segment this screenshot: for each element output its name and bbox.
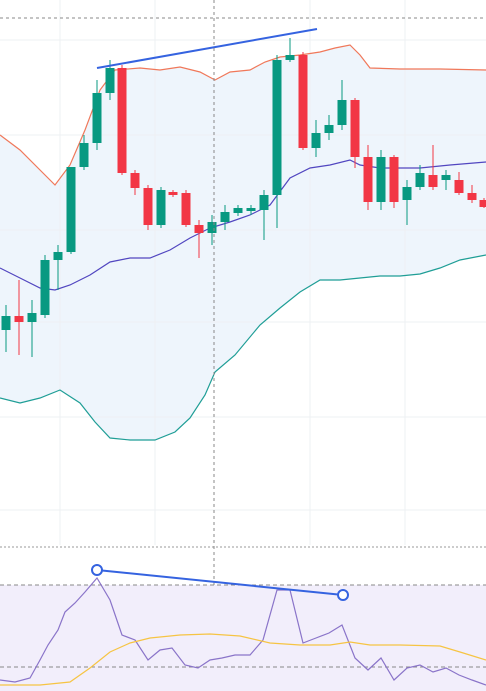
candle-body [285,55,295,60]
trendline [96,28,318,69]
candle-body [246,208,256,211]
candle-body [181,193,191,225]
candle-body [428,175,438,187]
candle-body [311,133,321,148]
candle-body [156,190,166,225]
candle-body [220,212,230,222]
band-line [0,254,486,441]
rsi-line [0,576,486,686]
candle-body [27,313,37,322]
candle-body [168,192,178,195]
candle-body [233,208,243,213]
candle-body [272,60,282,195]
candle-body [130,173,140,188]
candle-body [350,100,360,157]
candle-body [402,187,412,200]
rsi-band [0,585,486,691]
band-line [0,159,486,291]
candle-body [53,252,63,260]
candle-body [194,225,204,233]
candle-body [337,100,347,125]
candle-body [1,316,11,330]
candle-body [415,173,425,187]
candle-body [441,175,451,180]
candle-body [389,157,399,202]
candle-body [79,143,89,167]
candle-body [117,68,127,173]
candle-body [92,93,102,143]
candle-body [324,125,334,133]
candle-body [454,180,464,193]
candle-body [66,167,76,252]
candle-body [376,157,386,202]
candle-body [14,316,24,322]
candle-body [363,157,373,202]
candle-body [105,68,115,93]
trendline [96,569,344,596]
trendline-handle [337,589,349,601]
candle-body [298,55,308,148]
candle-body [467,193,477,200]
candle-body [259,195,269,210]
candle-body [40,260,50,315]
candle-body [143,188,153,225]
candle-body [479,200,486,207]
candle-body [207,222,217,233]
trendline-handle [91,564,103,576]
rsi-line [0,633,486,686]
band-line [0,44,486,186]
